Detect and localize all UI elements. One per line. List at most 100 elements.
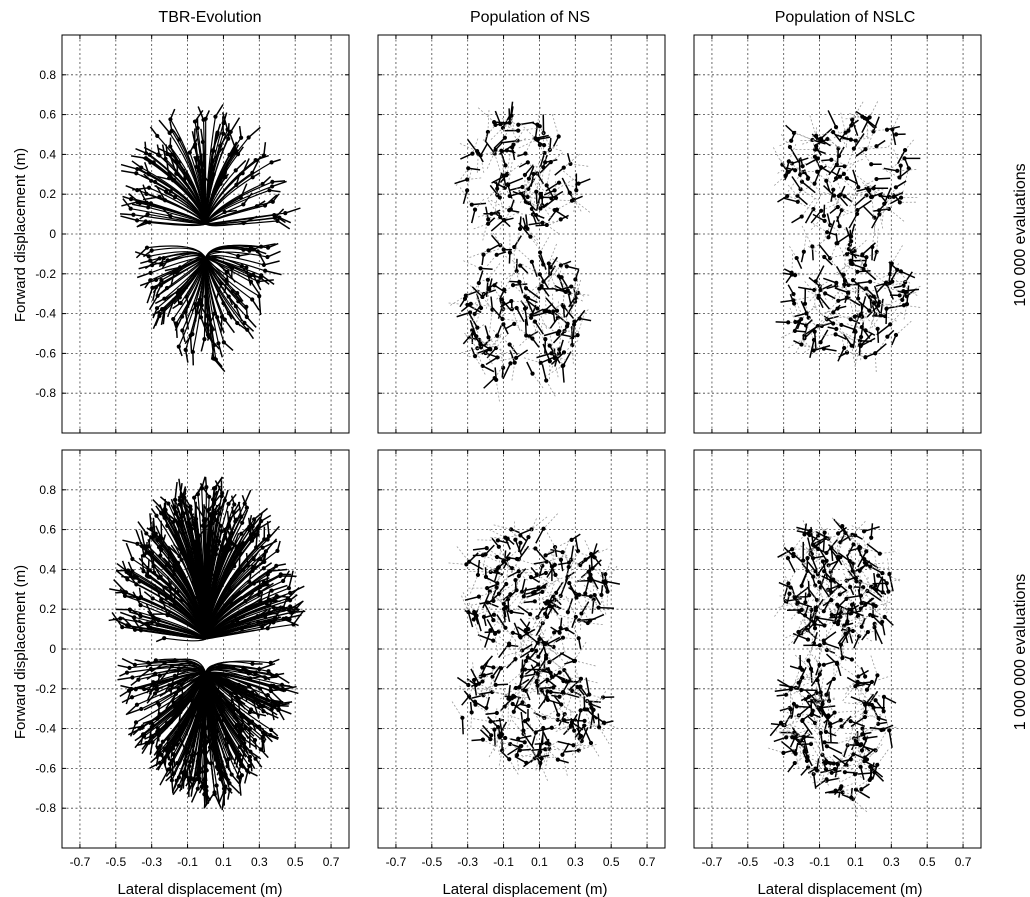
data-point: [540, 590, 544, 594]
data-point: [602, 721, 606, 725]
data-point: [892, 195, 896, 199]
data-point: [813, 330, 817, 334]
data-point: [554, 591, 558, 595]
panel-3: [694, 35, 981, 433]
trajectory: [487, 255, 496, 266]
data-point: [812, 338, 816, 342]
data-point: [791, 298, 795, 302]
data-point: [267, 188, 271, 192]
data-point: [159, 511, 163, 515]
data-point: [533, 599, 537, 603]
data-point: [509, 610, 513, 614]
orientation-segment: [121, 216, 138, 220]
data-point: [266, 246, 270, 250]
x-tick-label: -0.1: [493, 855, 514, 869]
y-tick-label: 0.2: [39, 187, 56, 201]
data-point: [138, 603, 142, 607]
trajectory: [790, 308, 795, 322]
trajectory: [855, 240, 867, 251]
data-point: [559, 558, 563, 562]
data-point: [599, 593, 603, 597]
data-point: [522, 594, 526, 598]
data-point: [166, 737, 170, 741]
data-point: [825, 137, 829, 141]
data-point: [213, 511, 217, 515]
trajectory: [565, 697, 571, 714]
trajectory: [496, 380, 499, 402]
data-point: [247, 764, 251, 768]
data-point: [147, 741, 151, 745]
data-point: [243, 726, 247, 730]
data-point: [531, 172, 535, 176]
data-point: [232, 510, 236, 514]
data-marks: [773, 101, 920, 372]
data-point: [899, 196, 903, 200]
data-point: [187, 554, 191, 558]
data-point: [181, 495, 185, 499]
orientation-segment: [855, 195, 867, 205]
orientation-segment: [204, 792, 205, 808]
data-point: [856, 296, 860, 300]
trajectory: [477, 352, 482, 366]
trajectory: [531, 634, 532, 650]
orientation-segment: [561, 579, 568, 596]
data-point: [507, 642, 511, 646]
data-point: [527, 177, 531, 181]
data-point: [236, 254, 240, 258]
data-point: [256, 614, 260, 618]
data-point: [481, 737, 485, 741]
data-point: [244, 265, 248, 269]
data-point: [241, 714, 245, 718]
data-point: [221, 132, 225, 136]
data-point: [273, 216, 277, 220]
trajectory: [545, 292, 546, 310]
trajectory: [836, 178, 841, 192]
data-point: [261, 546, 265, 550]
trajectory: [504, 650, 522, 656]
data-point: [513, 657, 517, 661]
data-point: [135, 542, 139, 546]
orientation-segment: [158, 705, 159, 721]
data-point: [252, 581, 256, 585]
data-point: [530, 260, 534, 264]
trajectory: [509, 628, 515, 644]
orientation-segment: [903, 289, 919, 291]
data-point: [895, 169, 899, 173]
trajectory: [516, 247, 532, 261]
data-point: [493, 123, 497, 127]
data-point: [503, 136, 507, 140]
data-point: [872, 186, 876, 190]
data-point: [265, 255, 269, 259]
data-point: [562, 166, 566, 170]
data-point: [557, 181, 561, 185]
data-point: [263, 203, 267, 207]
x-tick-label: -0.7: [386, 855, 407, 869]
data-point: [814, 279, 818, 283]
data-point: [859, 335, 863, 339]
data-point: [170, 129, 174, 133]
data-point: [203, 322, 207, 326]
trajectory: [552, 294, 553, 312]
data-point: [562, 305, 566, 309]
data-point: [493, 376, 497, 380]
data-point: [482, 615, 486, 619]
data-point: [588, 619, 592, 623]
orientation-segment: [517, 308, 524, 322]
data-point: [491, 599, 495, 603]
data-point: [270, 673, 274, 677]
trajectory: [599, 727, 609, 744]
data-point: [901, 289, 905, 293]
data-point: [465, 177, 469, 181]
data-point: [250, 662, 254, 666]
data-point: [219, 182, 223, 186]
orientation-segment: [265, 195, 277, 206]
data-point: [187, 778, 191, 782]
data-point: [562, 718, 566, 722]
data-point: [545, 183, 549, 187]
grid-lines: [694, 35, 981, 433]
data-point: [526, 704, 530, 708]
data-point: [241, 202, 245, 206]
data-point: [520, 648, 524, 652]
data-point: [262, 537, 266, 541]
orientation-segment: [165, 750, 167, 766]
